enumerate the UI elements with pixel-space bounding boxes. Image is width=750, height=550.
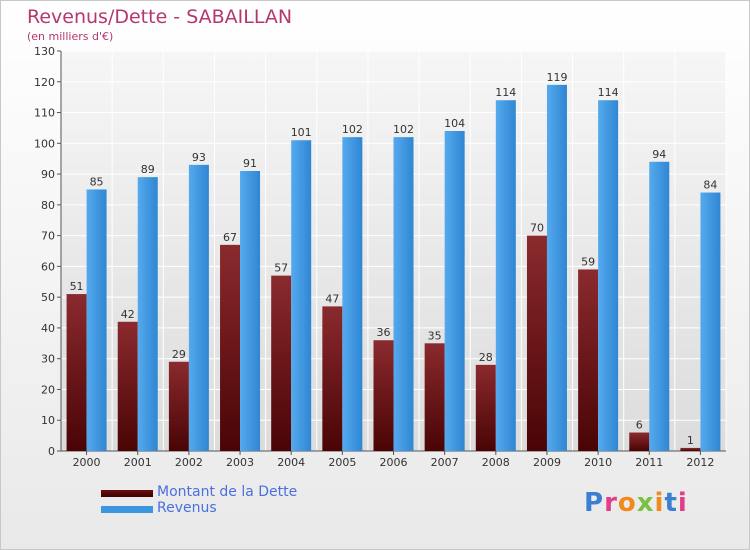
y-tick-label: 50 bbox=[41, 291, 55, 304]
y-tick-label: 10 bbox=[41, 414, 55, 427]
y-tick-label: 120 bbox=[34, 76, 55, 89]
chart-subtitle: (en milliers d'€) bbox=[27, 30, 114, 43]
revenus-bar bbox=[598, 100, 619, 451]
debt-bar bbox=[271, 275, 292, 451]
y-tick-label: 100 bbox=[34, 137, 55, 150]
legend-label-revenus: Revenus bbox=[157, 500, 217, 516]
y-tick-label: 130 bbox=[34, 45, 55, 58]
data-label: 6 bbox=[636, 419, 643, 432]
logo-letter: o bbox=[617, 488, 637, 518]
data-label: 57 bbox=[274, 262, 288, 275]
debt-bar bbox=[117, 321, 138, 451]
x-tick-label: 2005 bbox=[328, 456, 356, 469]
debt-bar bbox=[578, 269, 599, 451]
debt-bar bbox=[680, 447, 701, 451]
revenus-bar bbox=[291, 140, 312, 451]
data-label: 102 bbox=[342, 123, 363, 136]
logo-letter: i bbox=[677, 488, 688, 518]
data-label: 51 bbox=[70, 280, 84, 293]
y-tick-label: 80 bbox=[41, 199, 55, 212]
data-label: 85 bbox=[90, 175, 104, 188]
logo-letter: t bbox=[664, 488, 678, 518]
legend-swatch-revenus bbox=[101, 506, 153, 513]
y-tick-label: 20 bbox=[41, 383, 55, 396]
logo-letter: P bbox=[584, 488, 605, 518]
x-tick-label: 2007 bbox=[431, 456, 459, 469]
debt-bar bbox=[66, 294, 87, 451]
data-label: 67 bbox=[223, 231, 237, 244]
data-label: 114 bbox=[598, 86, 619, 99]
legend-swatch-debt bbox=[101, 490, 153, 497]
data-label: 104 bbox=[444, 117, 465, 130]
data-label: 93 bbox=[192, 151, 206, 164]
data-label: 114 bbox=[495, 86, 516, 99]
data-label: 101 bbox=[291, 126, 312, 139]
debt-bar bbox=[526, 235, 547, 451]
debt-bar bbox=[629, 432, 650, 451]
y-tick-label: 90 bbox=[41, 168, 55, 181]
y-tick-label: 0 bbox=[48, 445, 55, 458]
y-tick-label: 70 bbox=[41, 230, 55, 243]
data-label: 84 bbox=[703, 179, 717, 192]
revenus-bar bbox=[137, 177, 158, 451]
data-label: 1 bbox=[687, 434, 694, 447]
revenus-bar bbox=[342, 137, 363, 451]
debt-bar bbox=[168, 361, 189, 451]
data-label: 59 bbox=[581, 255, 595, 268]
y-tick-label: 30 bbox=[41, 353, 55, 366]
data-label: 28 bbox=[479, 351, 493, 364]
logo-letter: i bbox=[654, 488, 665, 518]
data-label: 29 bbox=[172, 348, 186, 361]
x-tick-label: 2012 bbox=[686, 456, 714, 469]
data-label: 89 bbox=[141, 163, 155, 176]
data-label: 70 bbox=[530, 222, 544, 235]
x-tick-label: 2006 bbox=[380, 456, 408, 469]
x-tick-label: 2010 bbox=[584, 456, 612, 469]
logo-letter: r bbox=[604, 488, 618, 518]
revenus-bar bbox=[240, 171, 261, 451]
y-tick-label: 60 bbox=[41, 260, 55, 273]
data-label: 94 bbox=[652, 148, 666, 161]
revenus-bar bbox=[546, 84, 567, 451]
x-tick-label: 2004 bbox=[277, 456, 305, 469]
debt-bar bbox=[424, 343, 445, 451]
x-tick-label: 2003 bbox=[226, 456, 254, 469]
legend-label-debt: Montant de la Dette bbox=[157, 484, 298, 500]
data-label: 42 bbox=[121, 308, 135, 321]
data-label: 91 bbox=[243, 157, 257, 170]
data-label: 102 bbox=[393, 123, 414, 136]
revenus-bar bbox=[86, 189, 107, 451]
data-label: 47 bbox=[325, 292, 339, 305]
data-label: 36 bbox=[377, 326, 391, 339]
x-tick-label: 2001 bbox=[124, 456, 152, 469]
x-tick-label: 2008 bbox=[482, 456, 510, 469]
chart-title: Revenus/Dette - SABAILLAN bbox=[27, 6, 293, 28]
x-tick-label: 2002 bbox=[175, 456, 203, 469]
revenus-bar bbox=[444, 131, 465, 451]
logo-letter: x bbox=[636, 488, 655, 518]
debt-bar bbox=[322, 306, 343, 451]
y-tick-label: 110 bbox=[34, 107, 55, 120]
debt-bar bbox=[475, 364, 496, 451]
x-tick-label: 2011 bbox=[635, 456, 663, 469]
revenus-bar bbox=[495, 100, 516, 451]
revenus-bar bbox=[188, 164, 209, 451]
y-tick-label: 40 bbox=[41, 322, 55, 335]
data-label: 119 bbox=[546, 71, 567, 84]
x-tick-label: 2009 bbox=[533, 456, 561, 469]
data-label: 35 bbox=[428, 329, 442, 342]
revenus-bar bbox=[700, 192, 721, 452]
x-tick-label: 2000 bbox=[73, 456, 101, 469]
debt-bar bbox=[220, 244, 241, 451]
debt-bar bbox=[373, 340, 394, 451]
proxiti-logo: Proxiti bbox=[584, 488, 688, 518]
revenus-bar bbox=[649, 161, 670, 451]
revenus-bar bbox=[393, 137, 414, 451]
